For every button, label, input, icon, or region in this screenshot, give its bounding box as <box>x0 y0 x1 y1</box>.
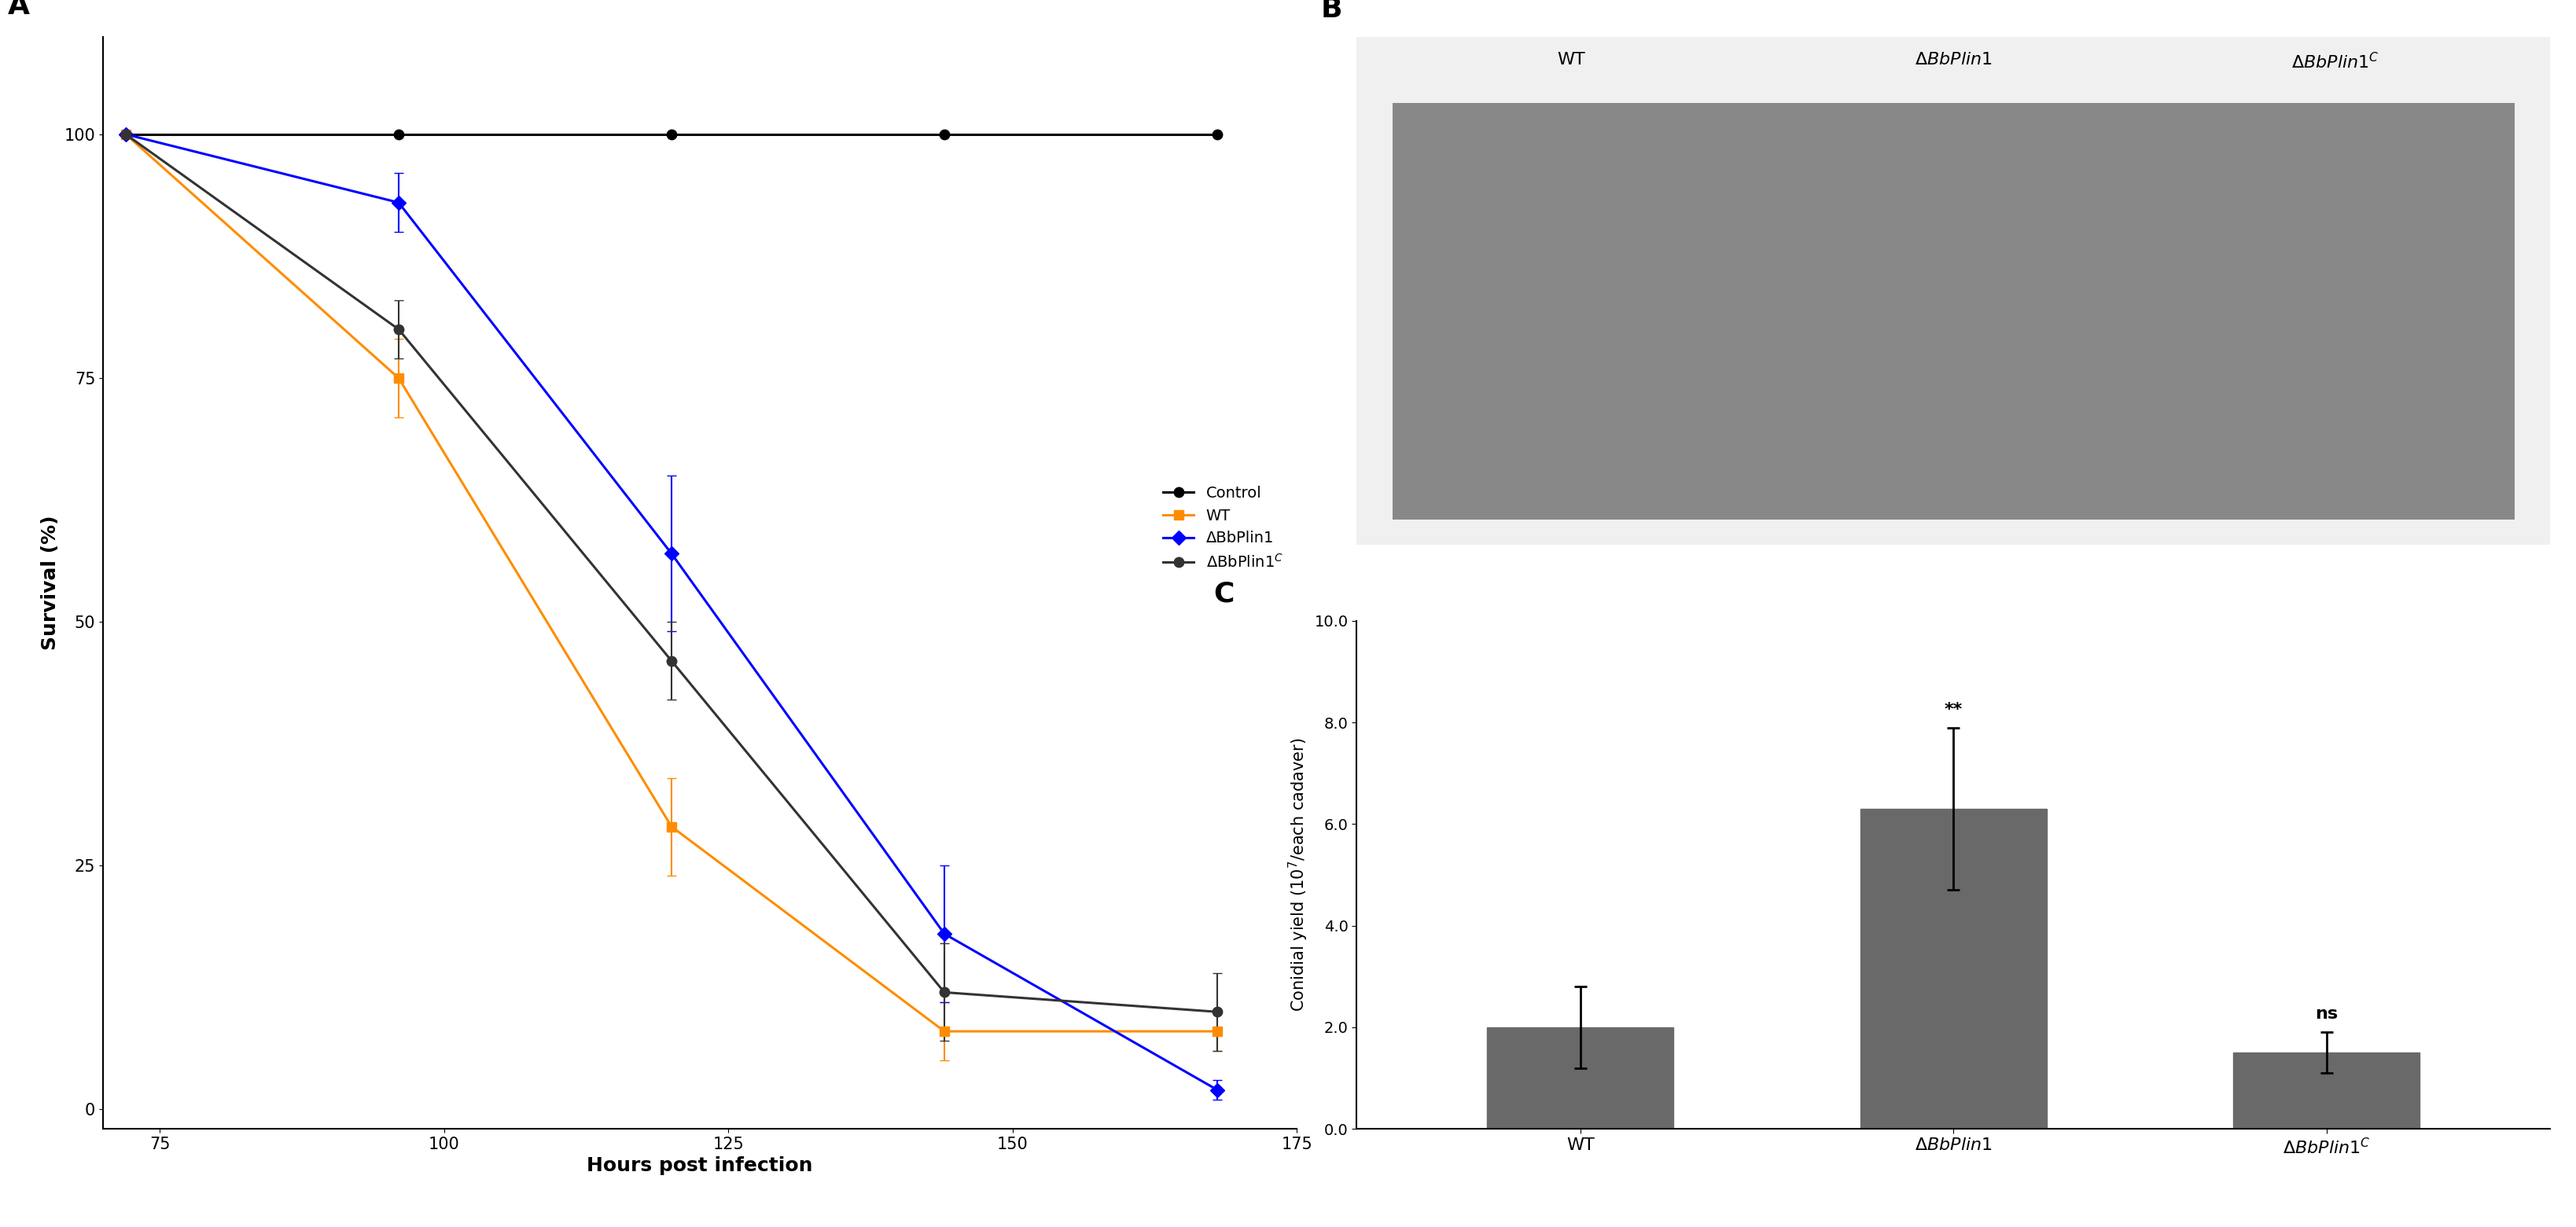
Text: $\Delta BbPlin1$: $\Delta BbPlin1$ <box>1914 52 1991 67</box>
Text: **: ** <box>1945 702 1963 718</box>
X-axis label: Hours post infection: Hours post infection <box>587 1157 814 1175</box>
Y-axis label: Conidial yield (10$^7$/each cadaver): Conidial yield (10$^7$/each cadaver) <box>1288 737 1311 1012</box>
Text: ns: ns <box>2316 1006 2339 1022</box>
Bar <box>1860 809 2045 1129</box>
Text: A: A <box>8 0 28 20</box>
Text: WT: WT <box>1558 52 1584 67</box>
Text: $\Delta BbPlin1^C$: $\Delta BbPlin1^C$ <box>2293 52 2380 72</box>
Text: B: B <box>1321 0 1342 23</box>
Bar <box>2233 1053 2419 1129</box>
Bar <box>1391 103 2514 519</box>
Text: C: C <box>1213 580 1234 607</box>
Y-axis label: Survival (%): Survival (%) <box>41 515 59 650</box>
Bar <box>1486 1027 1674 1129</box>
Legend: Control, WT, ΔBbPlin1, ΔBbPlin1$^C$: Control, WT, ΔBbPlin1, ΔBbPlin1$^C$ <box>1157 480 1288 577</box>
